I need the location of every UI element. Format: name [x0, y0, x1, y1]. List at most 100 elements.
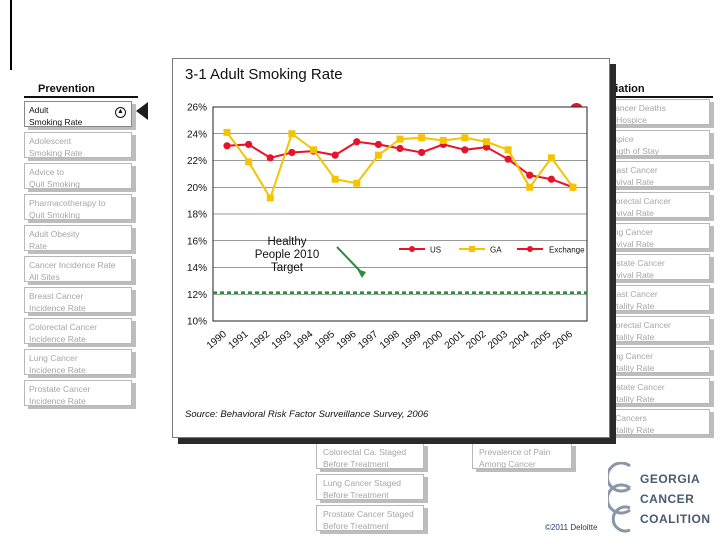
series-point-ga — [418, 134, 426, 142]
x-tick-label: 1993 — [270, 329, 294, 352]
palliation-item-sublabel: ortality Rate — [609, 332, 655, 342]
series-point-ga — [331, 175, 339, 183]
legend-label-ga: GA — [490, 246, 502, 255]
palliation-item-sublabel: ortality Rate — [609, 363, 655, 373]
series-point-ga — [223, 128, 231, 136]
target-arrow — [336, 246, 363, 274]
x-tick-label: 1996 — [335, 329, 359, 352]
series-point-ga — [569, 183, 577, 191]
staging-item-label: Colorectal Ca. Staged — [323, 447, 407, 457]
staging-item[interactable]: Colorectal Ca. Staged Before Treatment — [316, 443, 424, 469]
palliation-item-label: rostate Cancer — [609, 382, 665, 392]
sidebar-item[interactable]: Breast Cancer Incidence Rate — [24, 287, 132, 313]
palliation-item[interactable]: olorectal Cancer ortality Rate — [590, 316, 710, 342]
palliation-item[interactable]: Cancer Deaths n Hospice — [590, 99, 710, 125]
pain-item-sublabel: Among Cancer Patients — [479, 459, 536, 469]
active-pointer — [136, 102, 148, 120]
palliation-item-label: ung Cancer — [609, 227, 653, 237]
sidebar-item[interactable]: Adult Obesity Rate — [24, 225, 132, 251]
palliation-item-sublabel: ength of Stay — [609, 146, 660, 156]
legend-label-us: US — [430, 246, 441, 255]
sidebar-item-sublabel: Quit Smoking — [29, 179, 81, 189]
series-point-ga — [288, 130, 296, 138]
sidebar-item-label: Colorectal Cancer — [29, 322, 98, 332]
palliation-item[interactable]: olorectal Cancer urvival Rate — [590, 192, 710, 218]
series-point-us — [223, 142, 231, 150]
legend-marker-us — [409, 246, 415, 252]
series-point-ga — [526, 183, 534, 191]
y-tick-label: 10% — [187, 317, 207, 328]
series-point-ga — [547, 154, 555, 162]
pain-item[interactable]: Prevalence of Pain Among Cancer Patients — [472, 443, 572, 469]
sidebar-item[interactable]: Pharmacotherapy to Quit Smoking — [24, 194, 132, 220]
x-tick-label: 2005 — [529, 329, 553, 352]
series-point-us — [482, 143, 491, 151]
series-point-ga — [353, 179, 361, 187]
x-tick-label: 1995 — [313, 329, 337, 352]
series-point-us — [418, 148, 426, 157]
series-point-us — [288, 148, 296, 157]
prevention-rule — [24, 96, 138, 98]
palliation-item-label: ung Cancer — [609, 351, 653, 361]
palliation-item[interactable]: ung Cancer urvival Rate — [590, 223, 710, 249]
sidebar-item-label: Pharmacotherapy to — [29, 198, 106, 208]
logo-line-cancer: CANCER — [640, 492, 695, 506]
sidebar-item[interactable]: Prostate Cancer Incidence Rate — [24, 380, 132, 406]
palliation-item-label: ll Cancers — [609, 413, 647, 423]
palliation-item-sublabel: ortality Rate — [609, 394, 655, 404]
y-tick-label: 12% — [187, 290, 207, 301]
sidebar-item[interactable]: Adult Smoking Rate — [24, 101, 132, 127]
x-tick-label: 1994 — [291, 329, 315, 352]
prevention-heading: Prevention — [38, 83, 95, 95]
sidebar-item[interactable]: Cancer Incidence Rate All Sites — [24, 256, 132, 282]
line-chart: 10%12%14%16%18%20%22%24%26%1990199119921… — [187, 103, 588, 352]
staging-item-sublabel: Before Treatment — [323, 521, 389, 531]
palliation-item[interactable]: ung Cancer ortality Rate — [590, 347, 710, 373]
y-tick-label: 22% — [187, 156, 207, 167]
sidebar-item-label: Adolescent — [29, 136, 72, 146]
series-point-us — [526, 171, 534, 179]
palliation-item[interactable]: reast Cancer ortality Rate — [590, 285, 710, 311]
palliation-item[interactable]: rostate Cancer ortality Rate — [590, 378, 710, 404]
sidebar-item[interactable]: Adolescent Smoking Rate — [24, 132, 132, 158]
palliation-item-sublabel: ortality Rate — [609, 301, 655, 311]
left-divider — [10, 0, 12, 70]
sidebar-item-label: Cancer Incidence Rate — [29, 260, 116, 270]
gcc-logo-mark-icon — [608, 462, 631, 533]
pain-item-label: Prevalence of Pain — [479, 447, 551, 457]
x-tick-label: 2001 — [443, 329, 467, 352]
logo-line-georgia: GEORGIA — [640, 472, 701, 486]
sidebar-item-sublabel: Incidence Rate — [29, 396, 86, 406]
series-point-ga — [483, 138, 490, 146]
palliation-item[interactable]: reast Cancer urvival Rate — [590, 161, 710, 187]
legend-label-exchange: Exchange — [549, 246, 585, 255]
sidebar-item[interactable]: Advice to Quit Smoking — [24, 163, 132, 189]
x-tick-label: 1998 — [378, 329, 402, 352]
collapse-icon[interactable]: ▲ — [115, 107, 126, 118]
y-tick-label: 20% — [187, 183, 207, 194]
sidebar-item-sublabel: All Sites — [29, 272, 60, 282]
series-point-us — [547, 175, 555, 183]
chart-title: 3-1 Adult Smoking Rate — [185, 66, 343, 83]
sidebar-item-sublabel: Incidence Rate — [29, 334, 86, 344]
sidebar-item[interactable]: Colorectal Cancer Incidence Rate — [24, 318, 132, 344]
staging-item[interactable]: Prostate Cancer Staged Before Treatment — [316, 505, 424, 531]
sidebar-item[interactable]: Lung Cancer Incidence Rate — [24, 349, 132, 375]
palliation-rule — [603, 96, 713, 98]
y-tick-label: 24% — [187, 129, 207, 140]
palliation-item[interactable]: ll Cancers ortality Rate — [590, 409, 710, 435]
chart-panel: 3-1 Adult Smoking Rate 10% 12% 14% 16% 18% 20… — [172, 58, 610, 438]
palliation-item-label: rostate Cancer — [609, 258, 665, 268]
sidebar-item-label: Adult Obesity — [29, 229, 80, 239]
staging-item-sublabel: Before Treatment — [323, 490, 389, 500]
x-tick-label: 2000 — [421, 329, 445, 352]
palliation-item[interactable]: rostate Cancer urvival Rate — [590, 254, 710, 280]
x-tick-label: 2003 — [486, 329, 510, 352]
sidebar-item-label: Breast Cancer — [29, 291, 84, 301]
y-tick-label: 26% — [187, 103, 207, 114]
series-point-ga — [396, 135, 404, 143]
staging-item[interactable]: Lung Cancer Staged Before Treatment — [316, 474, 424, 500]
y-tick-label: 16% — [187, 236, 207, 247]
palliation-item[interactable]: ospice ength of Stay — [590, 130, 710, 156]
target-annotation-label: People 2010 — [255, 249, 320, 261]
